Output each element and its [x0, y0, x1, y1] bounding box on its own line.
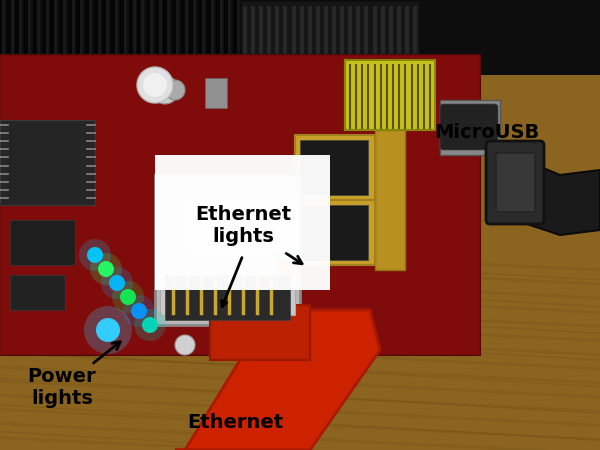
Bar — [300, 140, 368, 195]
Bar — [0, 55, 480, 355]
Circle shape — [134, 309, 166, 341]
Circle shape — [165, 80, 185, 100]
Bar — [10, 275, 65, 310]
Circle shape — [120, 289, 136, 305]
Bar — [440, 100, 500, 155]
Circle shape — [101, 267, 133, 299]
Circle shape — [123, 295, 155, 327]
Bar — [278, 242, 294, 256]
Bar — [0, 55, 480, 355]
Bar — [295, 200, 375, 265]
Bar — [0, 120, 95, 205]
Bar — [205, 78, 227, 108]
Circle shape — [143, 73, 167, 97]
Circle shape — [112, 281, 144, 313]
Circle shape — [98, 261, 114, 277]
Bar — [155, 155, 330, 290]
Circle shape — [96, 318, 120, 342]
FancyBboxPatch shape — [496, 153, 535, 212]
Bar — [278, 260, 294, 274]
Text: Ethernet: Ethernet — [187, 413, 283, 432]
Bar — [300, 205, 368, 260]
Circle shape — [109, 275, 125, 291]
Bar — [155, 175, 300, 325]
Bar — [165, 275, 290, 320]
Circle shape — [137, 67, 173, 103]
Circle shape — [87, 247, 103, 263]
Circle shape — [151, 76, 179, 104]
Bar — [0, 0, 600, 75]
Bar — [375, 130, 405, 270]
Circle shape — [131, 303, 147, 319]
Text: Ethernet
lights: Ethernet lights — [195, 204, 302, 264]
Text: Power
lights: Power lights — [28, 342, 121, 409]
Text: MicroUSB: MicroUSB — [434, 123, 539, 143]
Circle shape — [274, 238, 298, 262]
Circle shape — [90, 253, 122, 285]
Bar — [160, 180, 295, 315]
Bar — [10, 220, 75, 265]
Circle shape — [175, 335, 195, 355]
Bar — [295, 135, 375, 200]
FancyBboxPatch shape — [440, 104, 498, 150]
Polygon shape — [175, 310, 380, 450]
Bar — [345, 60, 435, 130]
Bar — [240, 0, 420, 60]
Polygon shape — [500, 150, 600, 235]
Bar — [210, 305, 310, 360]
Circle shape — [79, 239, 111, 271]
Circle shape — [84, 306, 132, 354]
Bar — [235, 295, 280, 313]
FancyBboxPatch shape — [486, 141, 544, 224]
Circle shape — [142, 317, 158, 333]
